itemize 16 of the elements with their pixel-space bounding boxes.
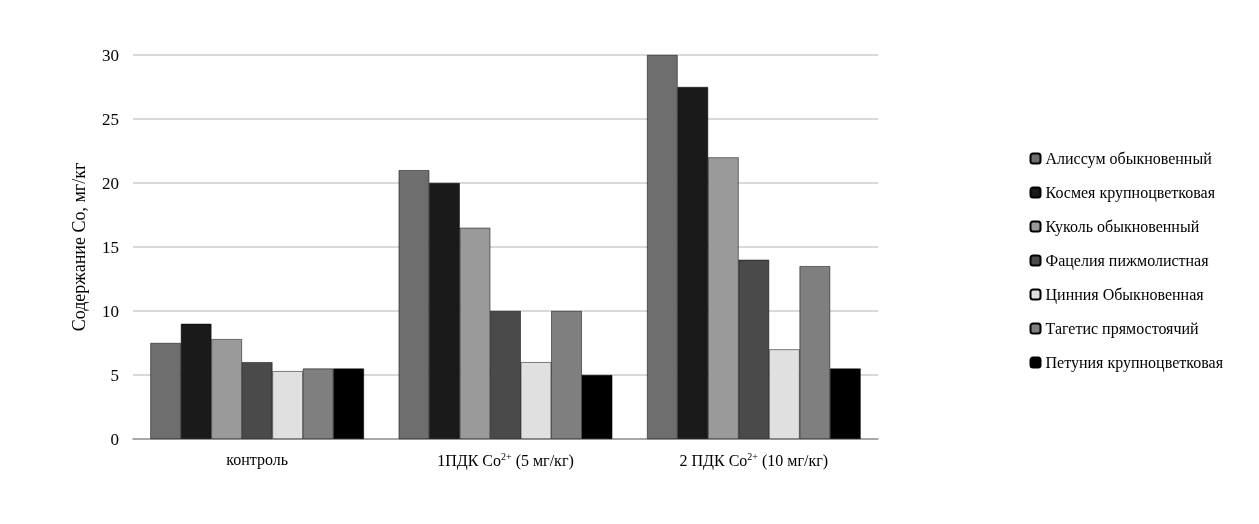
legend-label: Петуния крупноцветковая — [1045, 354, 1224, 372]
y-axis-title: Содержание Co, мг/кг — [69, 162, 89, 332]
y-tick-label: 0 — [110, 429, 119, 449]
legend-label: Фацелия пижмолистная — [1045, 252, 1210, 270]
y-tick-label: 10 — [102, 301, 119, 321]
legend-label: Тагетис прямостоячий — [1045, 320, 1200, 338]
y-tick-label: 30 — [102, 45, 119, 65]
legend-label: Алиссум обыкновенный — [1045, 150, 1213, 168]
y-tick-label: 5 — [110, 365, 119, 385]
y-tick-label: 20 — [102, 173, 119, 193]
legend-label: Космея крупноцветковая — [1045, 184, 1216, 202]
legend-label: Куколь обыкновенный — [1045, 218, 1200, 236]
y-tick-label: 25 — [102, 109, 119, 129]
legend-label: Цинния Обыкновенная — [1045, 286, 1205, 304]
y-tick-label: 15 — [102, 237, 119, 257]
x-tick-label: контроль — [226, 450, 289, 469]
